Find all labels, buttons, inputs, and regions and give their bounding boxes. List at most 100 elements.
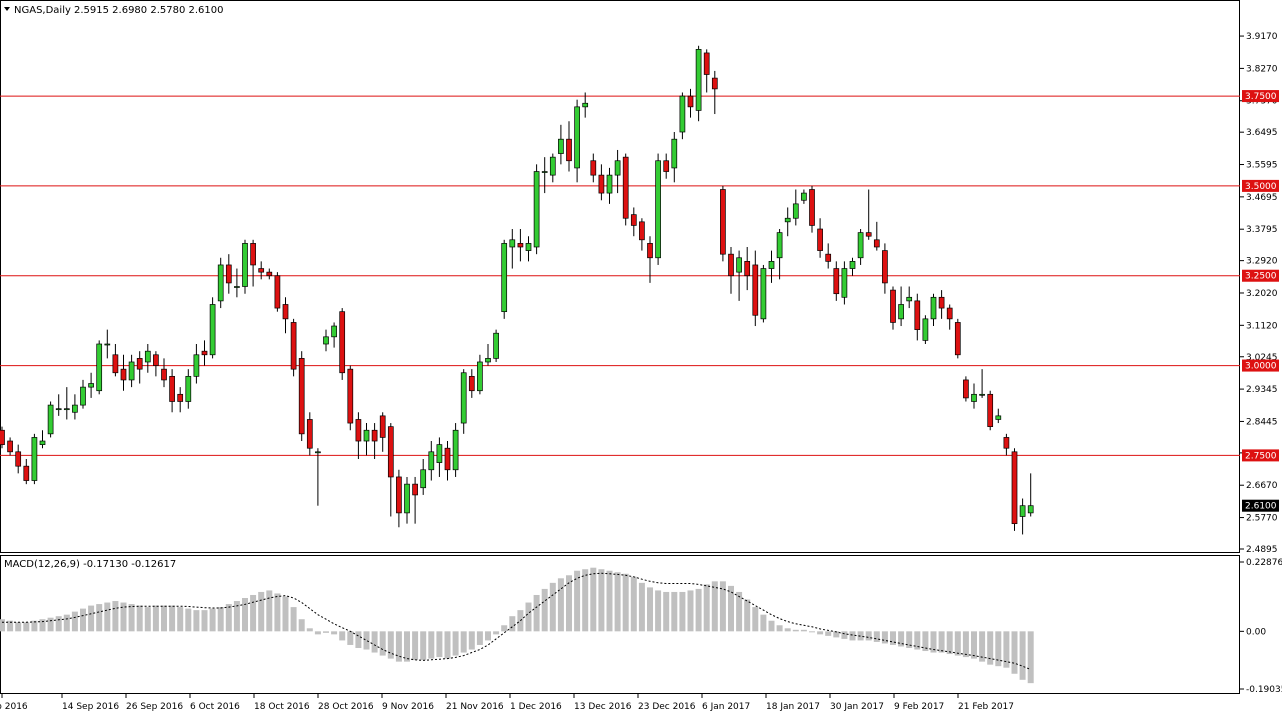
candle-body bbox=[136, 358, 143, 370]
y-tick-label: 3.4695 bbox=[1246, 193, 1278, 203]
macd-bar bbox=[841, 631, 848, 639]
candle-body bbox=[1027, 505, 1034, 514]
macd-bar bbox=[995, 631, 1002, 667]
macd-bar bbox=[768, 620, 775, 632]
macd-bar bbox=[792, 629, 799, 632]
macd-bar bbox=[800, 629, 807, 632]
macd-bar bbox=[363, 631, 370, 650]
x-tick-label: 1 Dec 2016 bbox=[510, 702, 562, 712]
macd-bar bbox=[298, 619, 305, 632]
macd-bar bbox=[128, 604, 135, 632]
candle-body bbox=[671, 138, 678, 169]
candle-body bbox=[922, 318, 929, 341]
candle-body bbox=[541, 171, 548, 173]
candle-body bbox=[590, 160, 597, 176]
candle-body bbox=[509, 239, 516, 248]
candle-body bbox=[582, 102, 589, 108]
macd-bar bbox=[63, 614, 70, 632]
collapse-triangle-icon[interactable] bbox=[4, 7, 10, 11]
macd-bar bbox=[355, 631, 362, 648]
candle-body bbox=[404, 483, 410, 514]
candle-body bbox=[88, 383, 94, 388]
candle-body bbox=[695, 49, 702, 111]
macd-bar bbox=[865, 631, 872, 641]
macd-bar bbox=[395, 631, 402, 662]
macd-bar bbox=[557, 578, 564, 632]
ohlc-values: 2.5915 2.6980 2.5780 2.6100 bbox=[74, 5, 224, 16]
candle-body bbox=[234, 286, 240, 288]
macd-bar bbox=[598, 569, 605, 632]
macd-bar bbox=[655, 590, 662, 632]
macd-bar bbox=[233, 601, 240, 632]
candle-body bbox=[209, 304, 216, 356]
candle-body bbox=[882, 250, 888, 284]
macd-bar bbox=[266, 590, 273, 632]
candle-body bbox=[363, 429, 370, 442]
macd-bar bbox=[906, 631, 913, 648]
level-tag bbox=[1242, 90, 1279, 103]
candle-body bbox=[282, 304, 289, 320]
candle-body bbox=[914, 300, 921, 330]
x-tick-label: 21 Nov 2016 bbox=[446, 702, 504, 712]
macd-bar bbox=[736, 591, 743, 632]
candle-body bbox=[946, 307, 953, 320]
candle-body bbox=[153, 354, 159, 366]
macd-bar bbox=[217, 607, 224, 632]
candle-body bbox=[112, 354, 119, 374]
macd-bar bbox=[541, 588, 548, 632]
x-tick-label: 28 Oct 2016 bbox=[318, 702, 374, 712]
macd-bar bbox=[209, 608, 216, 632]
candle-body bbox=[250, 243, 256, 266]
candle-body bbox=[549, 156, 556, 176]
macd-bar bbox=[242, 598, 248, 632]
candle-body bbox=[274, 275, 281, 309]
macd-bar bbox=[679, 591, 686, 632]
macd-bar bbox=[833, 631, 840, 638]
candle-body bbox=[468, 375, 475, 392]
macd-bar bbox=[622, 573, 629, 632]
macd-bar bbox=[452, 631, 459, 656]
y-tick-label: 2.9345 bbox=[1246, 385, 1278, 395]
macd-tick-label: 0.00 bbox=[1246, 627, 1266, 637]
level-tag-label: 3.5000 bbox=[1245, 182, 1277, 192]
macd-bar bbox=[152, 605, 159, 632]
macd-bar bbox=[873, 631, 880, 642]
candle-body bbox=[817, 228, 823, 251]
candle-body bbox=[306, 419, 313, 449]
candle-body bbox=[720, 189, 726, 255]
macd-bar bbox=[306, 628, 313, 632]
x-tick-label: 9 Nov 2016 bbox=[382, 702, 434, 712]
macd-bar bbox=[23, 622, 30, 632]
macd-bar bbox=[161, 605, 167, 632]
candle-body bbox=[525, 243, 532, 251]
candle-body bbox=[890, 289, 896, 323]
level-tag-label: 3.7500 bbox=[1245, 92, 1277, 102]
candle-body bbox=[825, 253, 832, 262]
candle-body bbox=[865, 232, 872, 237]
level-tag bbox=[1242, 449, 1279, 462]
candle-body bbox=[809, 189, 815, 226]
y-tick-label: 3.3795 bbox=[1246, 225, 1278, 235]
candle-body bbox=[517, 243, 524, 248]
candle-body bbox=[39, 440, 46, 445]
macd-bar bbox=[817, 631, 824, 635]
macd-bar bbox=[614, 572, 621, 632]
macd-bar bbox=[331, 631, 338, 635]
candle-body bbox=[1011, 451, 1018, 525]
macd-bar bbox=[566, 575, 572, 632]
macd-bar bbox=[39, 619, 46, 632]
x-tick-label: 30 Jan 2017 bbox=[830, 702, 884, 712]
candle-body bbox=[80, 386, 86, 406]
macd-bar bbox=[971, 631, 977, 659]
macd-tick-label: -0.19035 bbox=[1246, 685, 1282, 695]
macd-bar bbox=[112, 601, 119, 632]
macd-bar bbox=[914, 631, 921, 650]
macd-bar bbox=[987, 631, 994, 665]
y-tick-label: 2.6670 bbox=[1246, 481, 1278, 491]
candle-body bbox=[930, 296, 937, 320]
y-tick-label: 3.1120 bbox=[1246, 321, 1278, 331]
candle-body bbox=[614, 160, 621, 176]
macd-bar bbox=[849, 631, 856, 641]
candle-body bbox=[485, 358, 491, 363]
candle-body bbox=[201, 350, 208, 356]
